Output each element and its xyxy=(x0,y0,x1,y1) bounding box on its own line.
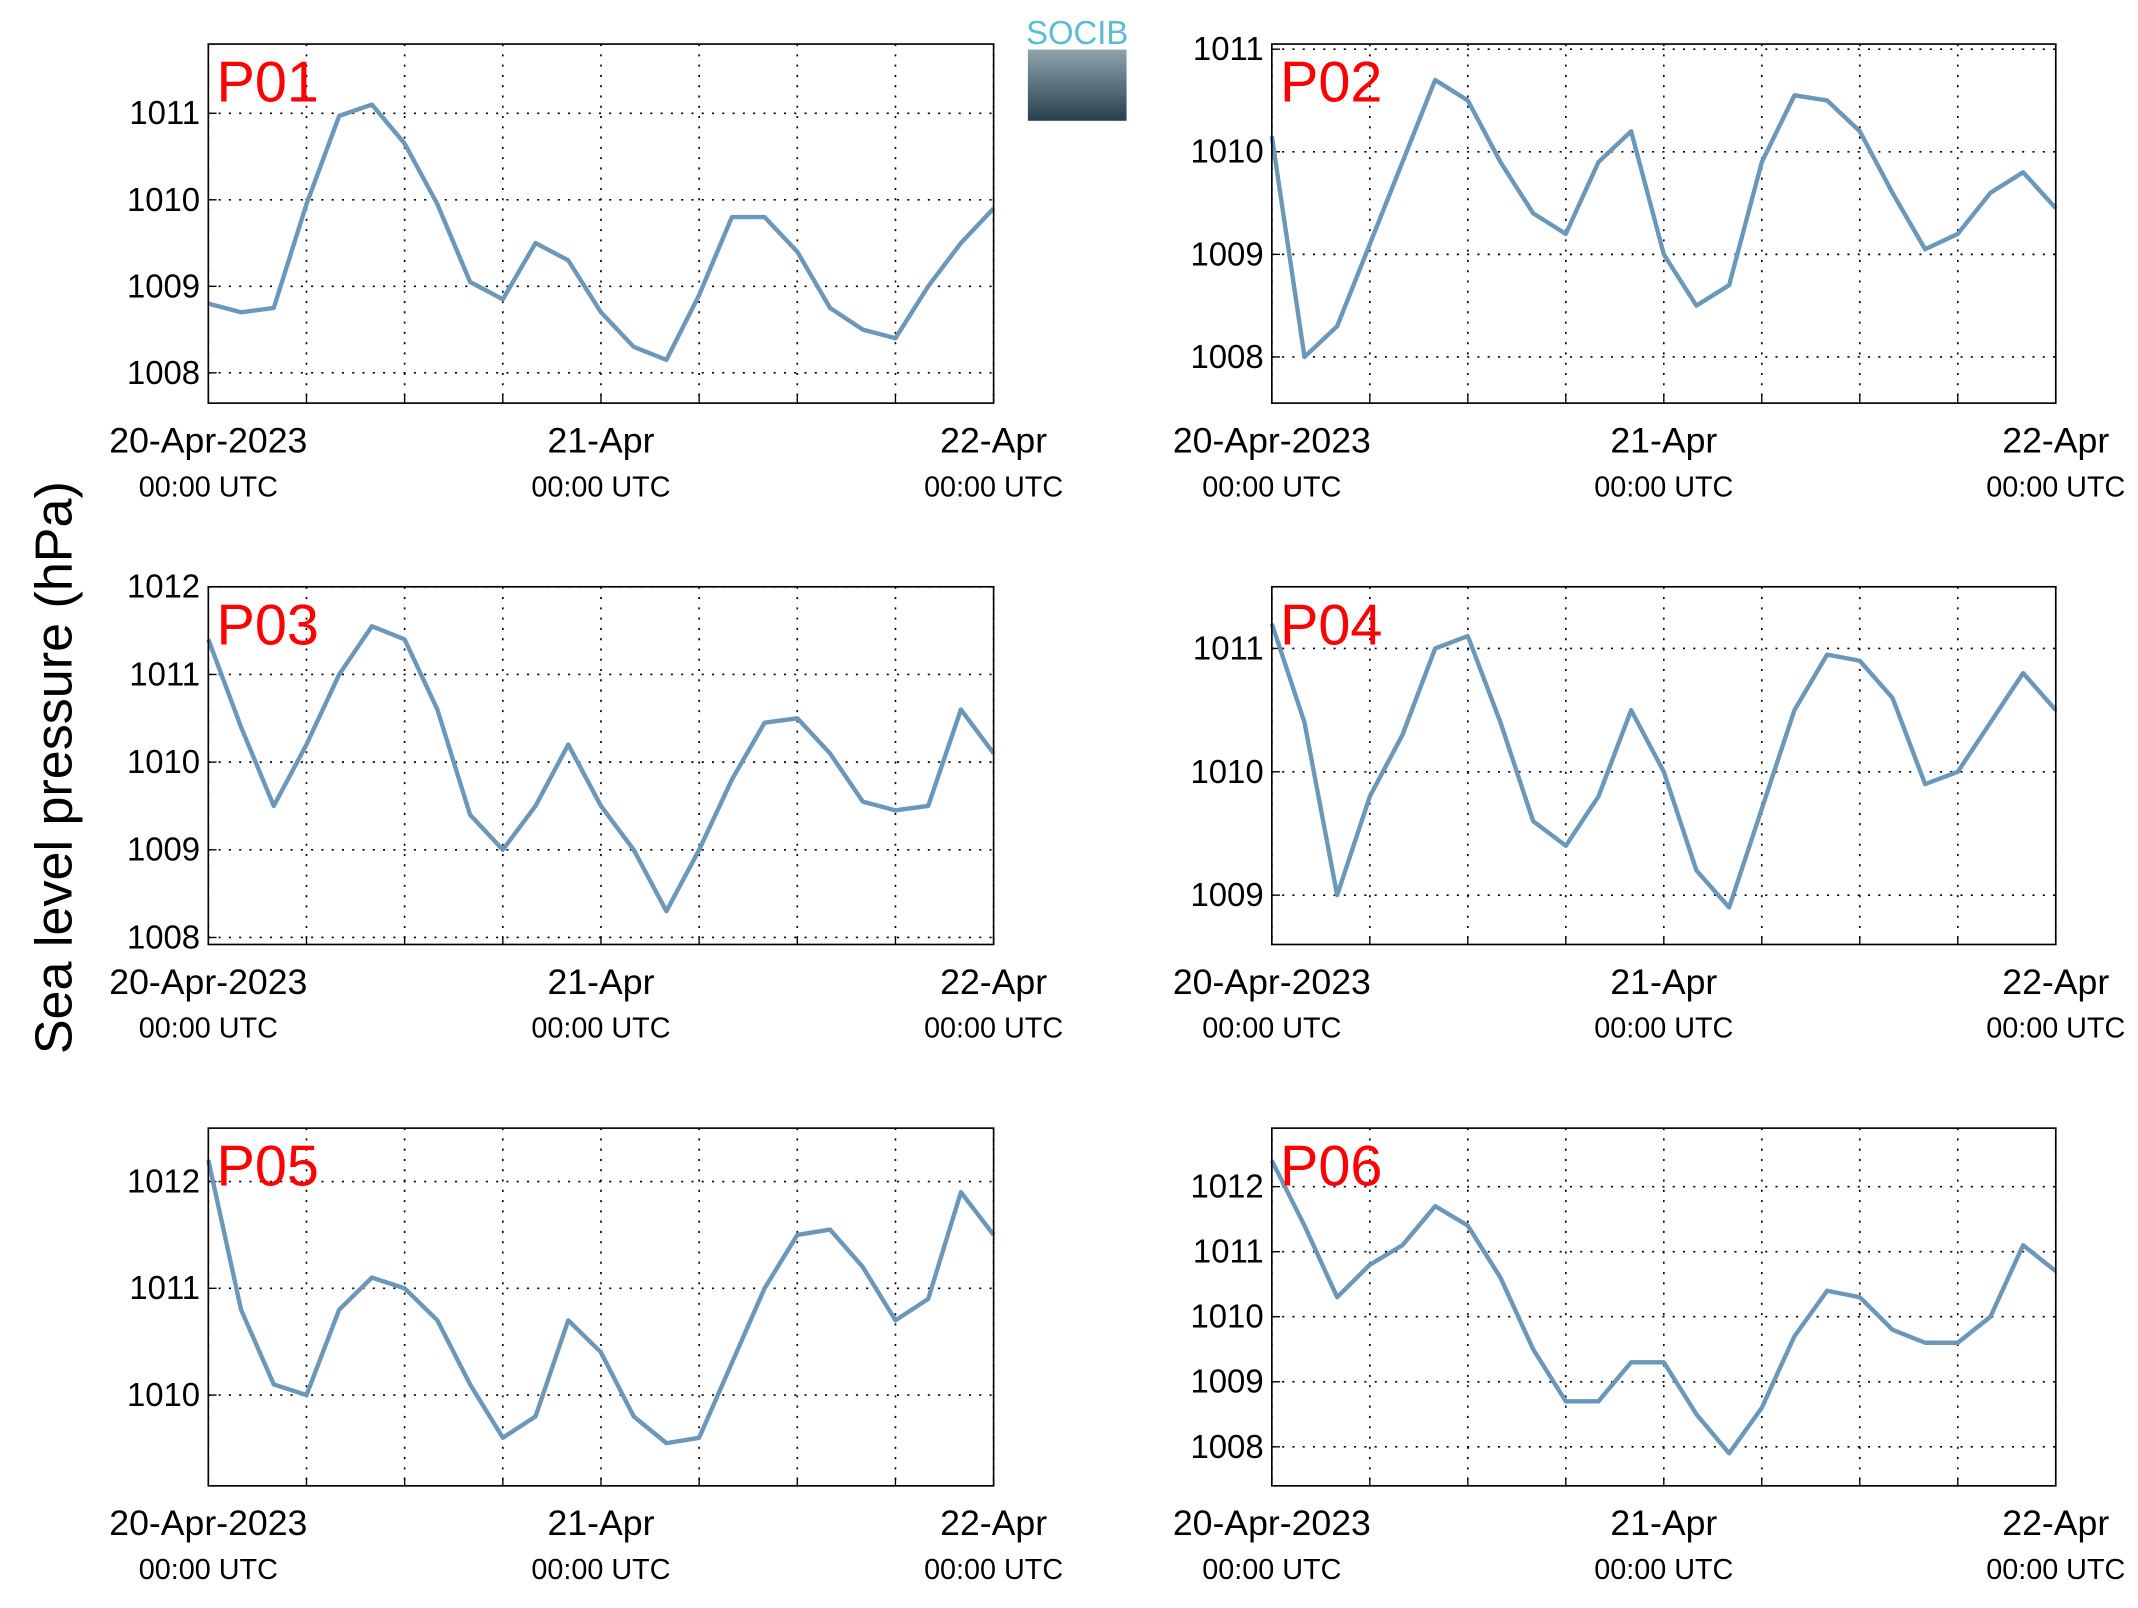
panel: 1008 1009 1010 1011 1012 20-Apr-2023 00:00 UTC… xyxy=(1173,1127,2125,1586)
panel: 1008 1009 1010 1011 20-Apr-2023 00:00 UTC 21-A… xyxy=(109,43,1063,503)
x-tick-label: 22-Apr xyxy=(2002,420,2109,460)
y-tick-label: 1012 xyxy=(127,568,200,605)
y-tick-label: 1008 xyxy=(1190,338,1263,375)
x-tick-sublabel: 00:00 UTC xyxy=(531,1554,670,1586)
y-tick-label: 1008 xyxy=(127,354,200,391)
x-tick-sublabel: 00:00 UTC xyxy=(1986,1554,2125,1586)
y-tick-label: 1010 xyxy=(127,1376,200,1413)
plot-area xyxy=(208,44,994,404)
x-tick-label: 21-Apr xyxy=(548,962,655,1002)
panel-title: P01 xyxy=(217,51,319,115)
x-tick-sublabel: 00:00 UTC xyxy=(1594,1554,1733,1586)
x-tick-label: 21-Apr xyxy=(1610,1503,1717,1543)
y-axis-label: Sea level pressure (hPa) xyxy=(25,481,83,1054)
plot-frame xyxy=(1271,585,2057,946)
y-tick-label: 1010 xyxy=(1190,753,1263,790)
y-tick-label: 1010 xyxy=(1190,133,1263,170)
series-line xyxy=(1269,77,2058,360)
x-tick-label: 20-Apr-2023 xyxy=(109,420,307,460)
x-tick-sublabel: 00:00 UTC xyxy=(1594,471,1733,503)
x-tick-label: 20-Apr-2023 xyxy=(1173,420,1371,460)
x-tick-label: 20-Apr-2023 xyxy=(109,962,307,1002)
x-tick-sublabel: 00:00 UTC xyxy=(531,471,670,503)
panel: 1009 1010 1011 20-Apr-2023 00:00 UTC 21-Apr 00… xyxy=(1173,585,2125,1045)
plot-frame xyxy=(207,585,995,946)
x-tick-label: 22-Apr xyxy=(940,420,1047,460)
y-tick-label: 1011 xyxy=(1193,629,1264,666)
plot-area xyxy=(208,586,994,945)
panel: 1008 1009 1010 1011 1012 20-Apr-2023 00:00 UTC… xyxy=(109,568,1063,1045)
y-tick-label: 1009 xyxy=(1190,876,1263,913)
x-tick-sublabel: 00:00 UTC xyxy=(531,1013,670,1045)
x-tick-sublabel: 00:00 UTC xyxy=(924,1554,1063,1586)
plot-area xyxy=(1271,1128,2056,1486)
x-tick-label: 21-Apr xyxy=(1610,420,1717,460)
y-tick-label: 1011 xyxy=(1193,1233,1264,1270)
x-tick-label: 22-Apr xyxy=(940,962,1047,1002)
plot-area xyxy=(1271,44,2056,404)
plot-frame xyxy=(207,43,995,404)
series-line xyxy=(1269,623,2058,910)
x-tick-sublabel: 00:00 UTC xyxy=(1986,1013,2125,1045)
plot-frame xyxy=(1271,43,2057,404)
series-line xyxy=(1269,1159,2058,1456)
panel-title: P03 xyxy=(217,593,319,657)
y-tick-label: 1009 xyxy=(1190,235,1263,272)
x-tick-label: 21-Apr xyxy=(1610,962,1717,1002)
y-tick-label: 1010 xyxy=(127,743,200,780)
x-tick-sublabel: 00:00 UTC xyxy=(139,1013,278,1045)
logo-text: SOCIB xyxy=(1026,14,1128,51)
y-tick-label: 1009 xyxy=(1190,1363,1263,1400)
series-line xyxy=(206,624,996,914)
x-tick-label: 20-Apr-2023 xyxy=(109,1503,307,1543)
x-tick-label: 22-Apr xyxy=(2002,962,2109,1002)
x-tick-label: 20-Apr-2023 xyxy=(1173,1503,1371,1543)
plot-frame xyxy=(207,1127,995,1487)
y-tick-label: 1010 xyxy=(127,181,200,218)
x-tick-sublabel: 00:00 UTC xyxy=(139,471,278,503)
panel-title: P04 xyxy=(1280,593,1382,657)
panel: 1010 1011 1012 20-Apr-2023 00:00 UTC 21-Apr 00… xyxy=(109,1127,1063,1586)
x-tick-label: 21-Apr xyxy=(548,1503,655,1543)
x-tick-label: 21-Apr xyxy=(548,420,655,460)
logo-box xyxy=(1027,49,1127,121)
logo: SOCIB xyxy=(1026,14,1128,121)
x-tick-sublabel: 00:00 UTC xyxy=(1594,1013,1733,1045)
y-tick-label: 1010 xyxy=(1190,1298,1263,1335)
x-tick-sublabel: 00:00 UTC xyxy=(924,1013,1063,1045)
x-tick-label: 22-Apr xyxy=(2002,1503,2109,1543)
y-tick-label: 1012 xyxy=(1190,1168,1263,1205)
y-tick-label: 1012 xyxy=(127,1162,200,1199)
y-tick-label: 1011 xyxy=(1193,30,1264,67)
y-tick-label: 1009 xyxy=(127,831,200,868)
x-tick-label: 22-Apr xyxy=(940,1503,1047,1543)
plot-area xyxy=(1271,586,2056,945)
y-tick-label: 1009 xyxy=(127,267,200,304)
y-tick-label: 1011 xyxy=(129,1269,200,1306)
series-line xyxy=(206,1159,996,1446)
plot-frame xyxy=(1271,1127,2057,1487)
y-tick-label: 1011 xyxy=(129,94,200,131)
panel-title: P06 xyxy=(1280,1135,1382,1199)
series-line xyxy=(207,102,996,363)
panel: 1008 1009 1010 1011 20-Apr-2023 00:00 UTC 21-A… xyxy=(1173,30,2126,503)
panel-title: P05 xyxy=(217,1135,319,1199)
x-tick-label: 20-Apr-2023 xyxy=(1173,962,1371,1002)
y-tick-label: 1008 xyxy=(1190,1428,1263,1465)
x-tick-sublabel: 00:00 UTC xyxy=(139,1554,278,1586)
x-tick-sublabel: 00:00 UTC xyxy=(924,471,1063,503)
x-tick-sublabel: 00:00 UTC xyxy=(1986,471,2125,503)
x-tick-sublabel: 00:00 UTC xyxy=(1202,1013,1341,1045)
x-tick-sublabel: 00:00 UTC xyxy=(1202,471,1341,503)
y-tick-label: 1011 xyxy=(129,655,200,692)
panel-title: P02 xyxy=(1280,51,1382,115)
y-tick-label: 1008 xyxy=(127,918,200,955)
x-tick-sublabel: 00:00 UTC xyxy=(1202,1554,1341,1586)
